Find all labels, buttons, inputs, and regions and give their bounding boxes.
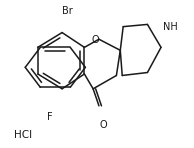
Text: O: O (91, 35, 99, 45)
Text: NH: NH (163, 22, 178, 32)
Text: O: O (100, 120, 108, 130)
Text: Br: Br (61, 5, 72, 16)
Text: F: F (47, 112, 52, 122)
Text: HCl: HCl (14, 130, 32, 140)
